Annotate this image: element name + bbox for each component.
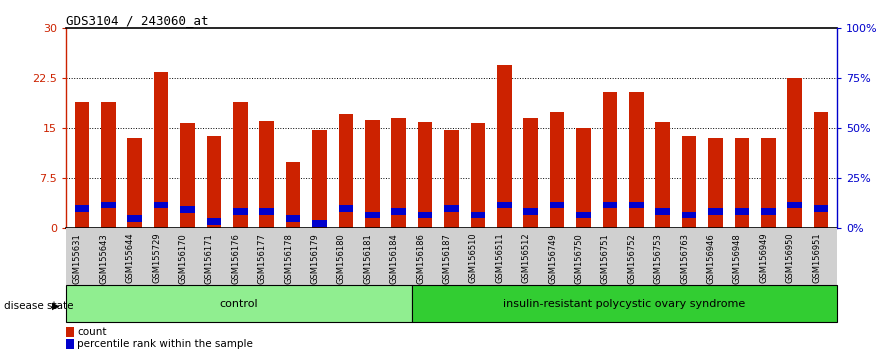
Bar [312, 130, 327, 228]
Bar [470, 212, 485, 218]
Text: GSM156180: GSM156180 [337, 233, 346, 284]
Bar [101, 102, 115, 228]
Bar [365, 212, 380, 218]
Bar [761, 208, 775, 215]
Text: GSM156187: GSM156187 [442, 233, 451, 284]
Text: percentile rank within the sample: percentile rank within the sample [78, 339, 253, 349]
Bar [411, 285, 837, 322]
Bar [338, 205, 353, 212]
Bar [259, 121, 274, 228]
Text: GSM156510: GSM156510 [469, 233, 478, 284]
Bar [128, 138, 142, 228]
Bar [207, 218, 221, 225]
Text: GSM156179: GSM156179 [310, 233, 320, 284]
Text: GSM156177: GSM156177 [258, 233, 267, 284]
Text: GSM156948: GSM156948 [733, 233, 742, 284]
Text: GSM156176: GSM156176 [232, 233, 241, 284]
Bar [682, 136, 696, 228]
Bar [207, 136, 221, 228]
Text: GSM155631: GSM155631 [73, 233, 82, 284]
Bar [550, 202, 565, 208]
Bar [181, 206, 195, 213]
Text: insulin-resistant polycystic ovary syndrome: insulin-resistant polycystic ovary syndr… [503, 298, 745, 309]
Bar [470, 123, 485, 228]
Text: GSM156749: GSM156749 [548, 233, 557, 284]
Bar [708, 208, 722, 215]
Bar [497, 202, 512, 208]
Bar [523, 118, 538, 228]
Text: GSM156750: GSM156750 [574, 233, 583, 284]
Bar [497, 65, 512, 228]
Text: GSM156171: GSM156171 [205, 233, 214, 284]
Bar [576, 129, 591, 228]
Bar [629, 202, 644, 208]
Text: GSM156186: GSM156186 [416, 233, 426, 284]
Bar [75, 102, 89, 228]
Bar [788, 78, 802, 228]
Bar [655, 208, 670, 215]
Bar [735, 138, 749, 228]
Bar [814, 205, 828, 212]
Text: GSM156184: GSM156184 [389, 233, 399, 284]
Bar [444, 130, 459, 228]
Bar [66, 285, 411, 322]
Bar [285, 162, 300, 228]
Bar [788, 202, 802, 208]
Bar [312, 220, 327, 227]
Bar [391, 208, 406, 215]
Bar [233, 208, 248, 215]
Bar [66, 339, 74, 349]
Bar [603, 202, 618, 208]
Text: GSM155644: GSM155644 [126, 233, 135, 284]
Bar [603, 92, 618, 228]
Bar [444, 205, 459, 212]
Bar [418, 212, 433, 218]
Bar [259, 208, 274, 215]
Text: disease state: disease state [4, 301, 74, 311]
Text: GSM155643: GSM155643 [100, 233, 108, 284]
Bar [708, 138, 722, 228]
Text: GSM156512: GSM156512 [522, 233, 530, 284]
Text: GSM156763: GSM156763 [680, 233, 689, 284]
Text: count: count [78, 327, 107, 337]
Bar [338, 114, 353, 228]
Text: GSM156178: GSM156178 [284, 233, 293, 284]
Bar [761, 138, 775, 228]
Bar [550, 112, 565, 228]
Bar [418, 122, 433, 228]
Text: GSM156950: GSM156950 [786, 233, 795, 284]
Bar [576, 212, 591, 218]
Bar [391, 118, 406, 228]
Bar [629, 92, 644, 228]
Text: GSM156753: GSM156753 [654, 233, 663, 284]
Bar [66, 327, 74, 337]
Text: GDS3104 / 243060_at: GDS3104 / 243060_at [66, 14, 209, 27]
Text: GSM156181: GSM156181 [363, 233, 373, 284]
Bar [523, 208, 538, 215]
Text: GSM156752: GSM156752 [627, 233, 636, 284]
Text: control: control [219, 298, 258, 309]
Text: GSM156946: GSM156946 [707, 233, 715, 284]
Bar [814, 112, 828, 228]
Bar [735, 208, 749, 215]
Text: ▶: ▶ [52, 301, 60, 311]
Bar [233, 102, 248, 228]
Text: GSM156170: GSM156170 [179, 233, 188, 284]
Text: GSM156511: GSM156511 [495, 233, 504, 284]
Bar [101, 202, 115, 208]
Bar [75, 205, 89, 212]
Bar [682, 212, 696, 218]
Text: GSM155729: GSM155729 [152, 233, 161, 284]
Bar [285, 215, 300, 222]
Bar [154, 72, 168, 228]
Text: GSM156751: GSM156751 [601, 233, 610, 284]
Bar [128, 215, 142, 222]
Bar [181, 123, 195, 228]
Bar [154, 202, 168, 208]
Text: GSM156951: GSM156951 [812, 233, 821, 284]
Bar [365, 120, 380, 228]
Bar [655, 122, 670, 228]
Text: GSM156949: GSM156949 [759, 233, 768, 284]
